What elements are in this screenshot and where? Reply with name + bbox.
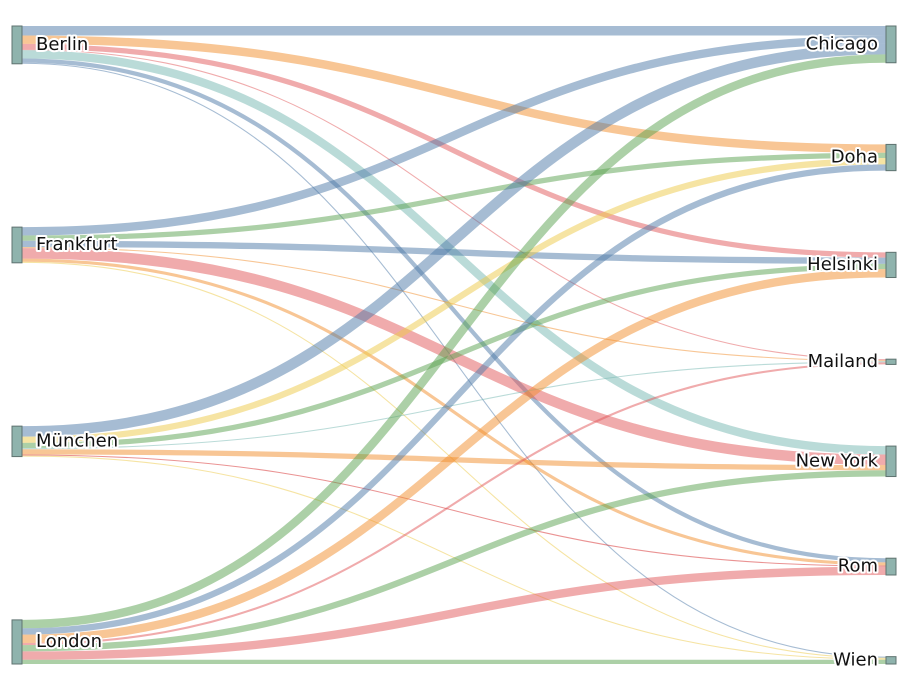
target-label: New York [796, 450, 879, 471]
source-label: Berlin [36, 34, 88, 55]
target-node [885, 557, 897, 576]
target-node [885, 445, 897, 478]
link [21, 43, 887, 258]
target-node [885, 656, 897, 665]
link [21, 152, 887, 241]
target-node [885, 358, 897, 365]
link [21, 58, 887, 563]
link [21, 158, 887, 443]
target-label: Doha [831, 147, 878, 168]
link [21, 35, 887, 153]
link [21, 454, 887, 567]
link [21, 269, 887, 643]
target-label: Mailand [808, 351, 878, 372]
target-label: Rom [838, 556, 878, 577]
target-node [885, 25, 897, 64]
source-node [11, 25, 23, 65]
source-label: München [36, 430, 118, 451]
link [21, 566, 887, 660]
link [21, 361, 887, 450]
links [21, 25, 887, 665]
link [21, 49, 887, 361]
target-node [885, 251, 897, 279]
target-label: Helsinki [807, 254, 878, 275]
source-label: London [36, 631, 102, 652]
link [21, 362, 887, 646]
link [21, 258, 887, 566]
link [21, 470, 887, 652]
target-label: Wien [833, 649, 878, 670]
source-label: Frankfurt [36, 234, 118, 255]
link [21, 263, 887, 449]
link [21, 54, 887, 629]
target-label: Chicago [806, 33, 878, 54]
source-node [11, 226, 23, 264]
link [21, 43, 887, 437]
source-node [11, 425, 23, 458]
link [21, 164, 887, 635]
link [21, 240, 887, 264]
source-node [11, 619, 23, 665]
link [21, 35, 887, 236]
target-node [885, 143, 897, 172]
